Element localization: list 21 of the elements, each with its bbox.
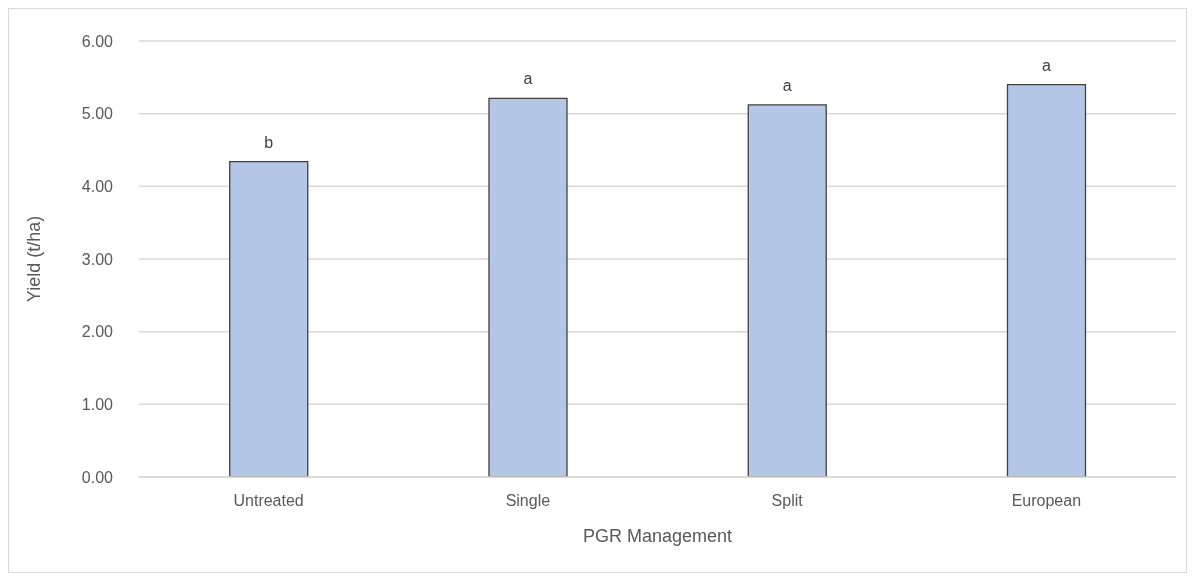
annotation: a — [1041, 56, 1051, 74]
y-tick-label: 1.00 — [81, 396, 114, 414]
bar — [1006, 83, 1087, 477]
y-tick-label: 4.00 — [81, 178, 114, 196]
x-tick-label: Single — [505, 492, 551, 510]
y-tick-label: 2.00 — [81, 323, 114, 341]
bar — [488, 97, 568, 477]
annotation: a — [782, 76, 792, 94]
bar — [229, 160, 309, 477]
x-tick-label: European — [1011, 492, 1082, 510]
x-tick-label: Split — [771, 492, 804, 510]
x-axis-title: PGR Management — [582, 526, 733, 546]
x-tick-label: Untreated — [233, 492, 304, 510]
y-axis-title: Yield (t/ha) — [24, 215, 45, 303]
y-tick-label: 6.00 — [81, 32, 114, 50]
y-tick-label: 0.00 — [81, 468, 114, 486]
bar — [747, 104, 827, 477]
y-tick-label: 3.00 — [81, 250, 114, 268]
y-tick-label: 5.00 — [81, 105, 114, 123]
annotation: a — [523, 70, 533, 88]
annotation: b — [264, 133, 274, 151]
